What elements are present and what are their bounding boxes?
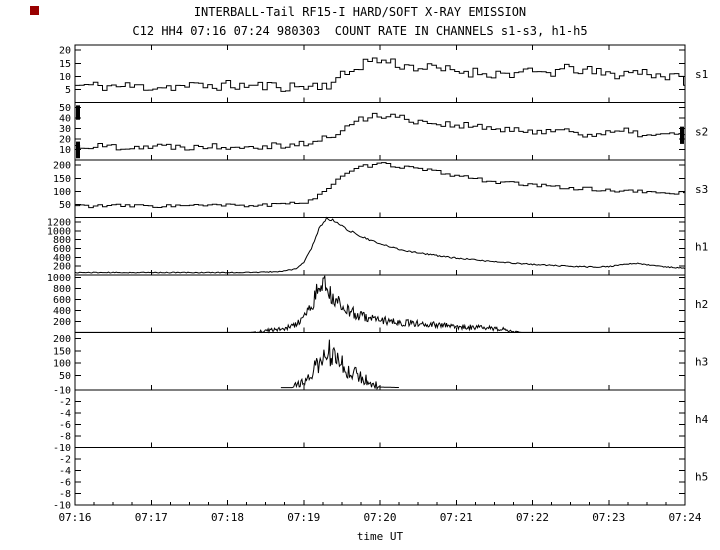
saturation-mark (76, 105, 80, 120)
y-tick-label: -4 (59, 409, 71, 420)
y-tick-label: -8 (59, 489, 71, 500)
saturation-mark (680, 126, 684, 144)
y-tick-label: -10 (53, 386, 71, 397)
red-square-marker-icon (30, 6, 39, 15)
y-tick-label: -6 (59, 420, 71, 431)
y-tick-label: 600 (53, 295, 71, 306)
y-tick-label: -6 (59, 478, 71, 489)
y-tick-label: 10 (59, 72, 71, 83)
panel-label-h3: h3 (695, 355, 708, 368)
saturation-mark (76, 141, 80, 159)
chart-title: INTERBALL-Tail RF15-I HARD/SOFT X-RAY EM… (193, 5, 527, 19)
y-tick-label: 150 (53, 174, 71, 185)
y-tick-label: 200 (53, 334, 71, 345)
panel-h5: -2-4-6-8-10 h5 (53, 447, 708, 512)
x-tick-label: 07:23 (592, 511, 625, 524)
y-tick-label: 400 (53, 306, 71, 317)
y-tick-label: 15 (59, 59, 71, 70)
series-h2 (75, 275, 685, 334)
y-tick-label: 10 (59, 145, 71, 156)
panel-label-h2: h2 (695, 298, 708, 311)
y-tick-label: 1200 (47, 217, 71, 228)
y-tick-label: -10 (53, 501, 71, 512)
y-tick-label: 30 (59, 124, 71, 135)
panel-s3: 50 100 150 200 s3 (53, 159, 708, 218)
panel-label-h5: h5 (695, 470, 708, 483)
x-tick-label: 07:21 (440, 511, 473, 524)
x-tick-label: 07:22 (516, 511, 549, 524)
chart-subtitle: C12 HH4 07:16 07:24 980303 COUNT RATE IN… (132, 24, 588, 38)
series-s2 (75, 112, 686, 151)
panel-s1: 5 10 15 20 s1 (59, 44, 708, 103)
panel-label-s3: s3 (695, 183, 708, 196)
y-tick-label: 5 (65, 85, 71, 96)
y-tick-label: 400 (53, 253, 71, 264)
y-tick-label: 200 (53, 262, 71, 273)
y-tick-label: 50 (59, 200, 71, 211)
y-tick-label: -8 (59, 432, 71, 443)
series-s1 (75, 57, 686, 92)
y-tick-label: -2 (59, 397, 71, 408)
y-tick-label: -2 (59, 455, 71, 466)
y-tick-label: 50 (59, 103, 71, 114)
y-tick-label: -4 (59, 466, 71, 477)
y-tick-label: 100 (53, 187, 71, 198)
y-tick-label: 200 (53, 161, 71, 172)
series-s3 (75, 162, 686, 209)
x-tick-label: 07:20 (363, 511, 396, 524)
series-h3 (280, 339, 399, 391)
y-tick-label: 150 (53, 346, 71, 357)
x-axis-label: time UT (356, 530, 404, 543)
x-tick-label: 07:16 (58, 511, 91, 524)
x-tick-label: 07:18 (211, 511, 244, 524)
panel-label-h1: h1 (695, 240, 708, 253)
panel-label-s2: s2 (695, 125, 708, 138)
panel-label-s1: s1 (695, 68, 708, 81)
series-h1 (74, 216, 686, 274)
y-tick-label: 800 (53, 284, 71, 295)
y-tick-label: 100 (53, 359, 71, 370)
y-tick-label: 800 (53, 235, 71, 246)
x-tick-label: 07:19 (287, 511, 320, 524)
y-tick-label: 1000 (47, 226, 71, 237)
y-tick-label: 200 (53, 317, 71, 328)
y-tick-label: 600 (53, 244, 71, 255)
panel-label-h4: h4 (695, 413, 709, 426)
x-tick-label: 07:17 (135, 511, 168, 524)
y-tick-label: -10 (53, 443, 71, 454)
y-tick-label: 50 (59, 371, 71, 382)
y-tick-label: 20 (59, 135, 71, 146)
y-tick-label: 1000 (47, 273, 71, 284)
x-tick-label: 07:24 (668, 511, 701, 524)
y-tick-label: 40 (59, 114, 71, 125)
y-tick-label: 20 (59, 46, 71, 57)
